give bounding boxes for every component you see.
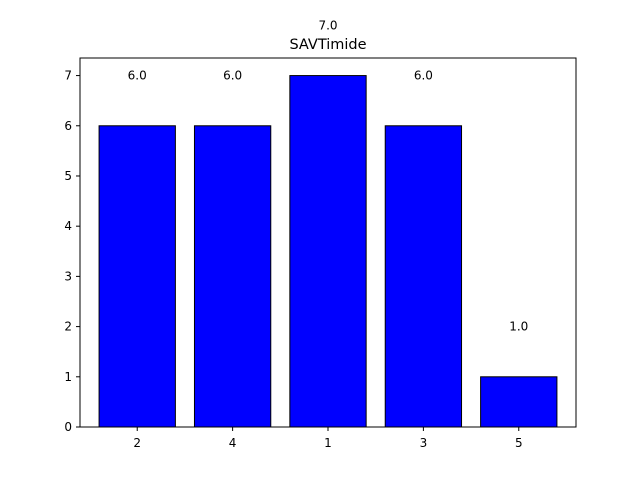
y-tick-label: 7 [64,69,72,83]
bar-2 [98,125,176,428]
x-axis: 2 4 1 3 5 [133,427,523,450]
bars-group [98,75,558,428]
data-label: 1.0 [509,320,528,334]
bar-3 [384,125,463,428]
bar-4 [193,125,272,428]
y-axis: 0 1 2 3 4 5 6 7 [64,69,80,434]
plot-area-frame [79,57,577,428]
data-labels-group: 6.0 6.0 7.0 6.0 1.0 [128,18,529,333]
data-label: 7.0 [318,18,337,32]
x-tick-label: 5 [515,436,523,450]
x-tick-label: 1 [324,436,332,450]
y-tick-label: 2 [64,320,72,334]
data-label: 6.0 [223,69,242,83]
bar-5 [480,376,558,428]
y-tick-label: 0 [64,420,72,434]
data-label: 6.0 [414,69,433,83]
x-tick-label: 2 [133,436,141,450]
data-label: 6.0 [128,69,147,83]
y-tick-label: 4 [64,219,72,233]
y-tick-label: 1 [64,370,72,384]
y-tick-label: 6 [64,119,72,133]
x-tick-label: 4 [229,436,237,450]
y-tick-label: 5 [64,169,72,183]
y-tick-label: 3 [64,269,72,283]
x-tick-label: 3 [420,436,428,450]
chart-title: SAVTimide [289,37,366,53]
bar-1 [289,75,367,428]
